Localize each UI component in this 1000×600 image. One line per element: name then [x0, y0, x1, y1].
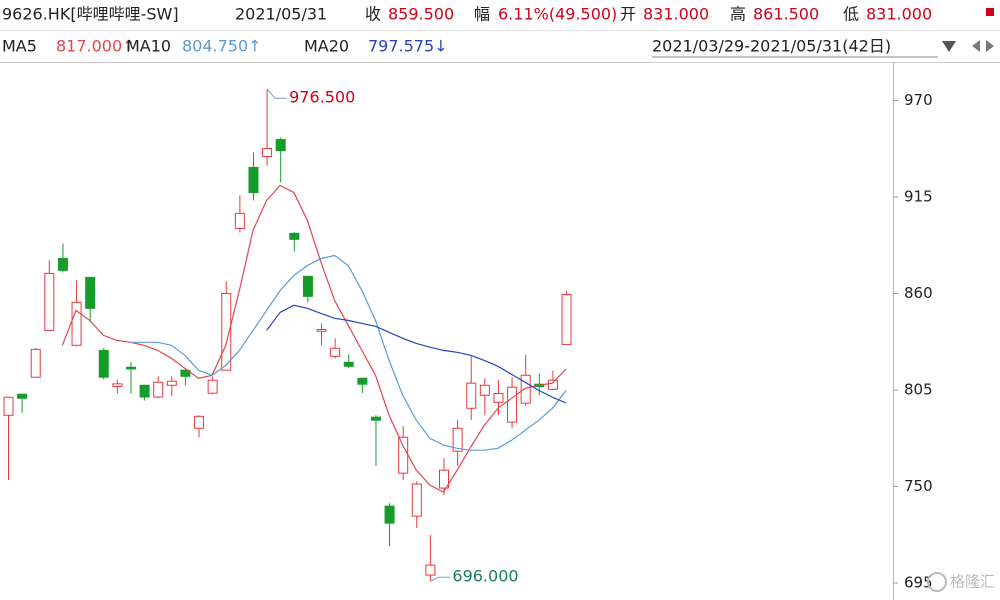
- candle-body: [411, 483, 422, 517]
- candle-body: [98, 349, 109, 378]
- candle-body: [398, 436, 409, 474]
- low-leader: [430, 576, 451, 582]
- candle-body: [71, 301, 82, 346]
- field-value: 6.11%(49.500): [498, 5, 617, 24]
- candle-body: [425, 564, 436, 576]
- candle-body: [112, 383, 123, 388]
- candle-body: [507, 386, 518, 423]
- candle-body: [357, 377, 368, 385]
- field-value: 831.000: [866, 5, 932, 24]
- indicator: [986, 8, 994, 16]
- candle-body: [207, 379, 218, 394]
- dropdown-arrow[interactable]: [942, 41, 956, 52]
- y-tick-label: 915: [904, 188, 933, 206]
- y-tick-label: 805: [904, 381, 933, 399]
- y-tick-label: 860: [904, 284, 933, 302]
- candle-body: [275, 139, 286, 152]
- prev-button[interactable]: [972, 40, 980, 52]
- candle-body: [44, 272, 55, 331]
- y-tick-label: 750: [904, 477, 933, 495]
- candle-body: [57, 257, 68, 271]
- candle-body: [520, 374, 531, 404]
- field-label: 幅: [474, 5, 490, 24]
- y-tick-label: 695: [904, 573, 933, 591]
- field-label: 收: [365, 5, 381, 24]
- field-value: 859.500: [388, 5, 454, 24]
- candle-body: [561, 293, 572, 345]
- stock-code: 9626.HK[哔哩哔哩-SW]: [2, 5, 179, 24]
- candle-body: [17, 393, 28, 399]
- ma-value: 804.750↑: [182, 37, 262, 56]
- watermark: 格隆汇: [950, 573, 995, 591]
- candle-body: [439, 469, 450, 489]
- field-value: 861.500: [753, 5, 819, 24]
- ma-value: 797.575↓: [368, 37, 448, 56]
- ma-line: [61, 184, 567, 493]
- candle-body: [125, 366, 136, 370]
- field-value: 831.000: [643, 5, 709, 24]
- ma-line: [130, 254, 567, 451]
- candle-body: [384, 505, 395, 524]
- candle-body: [166, 380, 177, 386]
- quote-date: 2021/05/31: [235, 5, 327, 24]
- candle-body: [3, 396, 14, 416]
- ma-name: MA20: [304, 37, 349, 56]
- low-label: 696.000: [452, 567, 518, 586]
- candle-body: [234, 212, 245, 229]
- candle-body: [153, 381, 164, 398]
- candle-body: [493, 393, 504, 403]
- candle-body: [262, 147, 273, 158]
- field-label: 低: [843, 5, 859, 24]
- candle-body: [466, 382, 477, 409]
- plot-area: 976.500 696.000: [3, 88, 572, 586]
- ma-line: [266, 304, 567, 404]
- candle-body: [302, 275, 313, 297]
- high-label: 976.500: [289, 88, 355, 107]
- ma-value: 817.000↑: [56, 37, 136, 56]
- high-leader: [266, 88, 288, 99]
- candle-body: [30, 348, 41, 378]
- field-label: 开: [620, 5, 636, 24]
- y-tick-label: 970: [904, 91, 933, 109]
- candle-body: [370, 416, 381, 421]
- y-axis: 970 915 860 805 750 695: [893, 91, 933, 591]
- candle-body: [85, 276, 96, 309]
- candle-body: [180, 369, 191, 377]
- candle-body: [289, 232, 300, 240]
- candle-body: [452, 427, 463, 452]
- ma-name: MA5: [2, 37, 37, 56]
- candle-body: [248, 166, 259, 194]
- candle-body: [316, 329, 327, 332]
- candle-body: [343, 361, 354, 367]
- ma-name: MA10: [126, 37, 171, 56]
- next-button[interactable]: [986, 40, 994, 52]
- candle-body: [221, 293, 232, 371]
- candle-body: [330, 347, 341, 357]
- field-label: 高: [730, 5, 746, 24]
- candle-body: [194, 415, 205, 429]
- candle-body: [479, 384, 490, 396]
- range-selector[interactable]: 2021/03/29-2021/05/31(42日): [652, 37, 891, 56]
- watermark-logo: [927, 572, 947, 592]
- candle-body: [547, 379, 558, 390]
- candle-body: [139, 384, 150, 398]
